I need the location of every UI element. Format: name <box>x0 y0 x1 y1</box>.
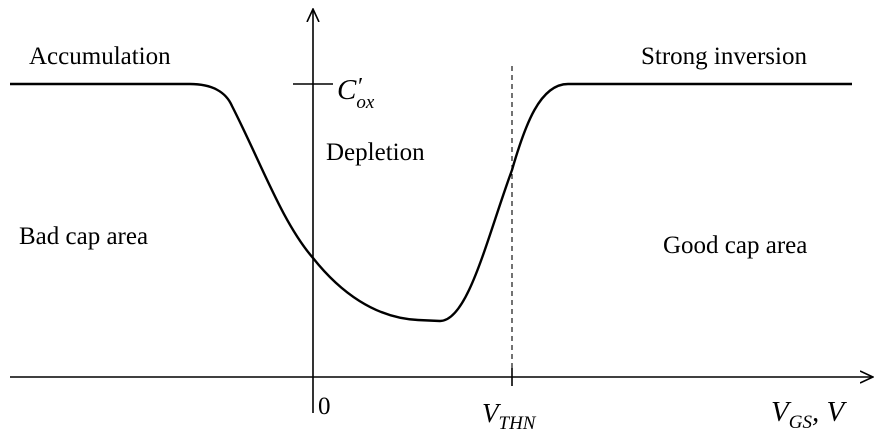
vthn-subscript: THN <box>498 413 536 434</box>
label-strong-inversion: Strong inversion <box>641 43 807 70</box>
label-vthn: VTHN <box>482 398 535 434</box>
label-depletion: Depletion <box>326 139 425 166</box>
label-x-axis: VGS, V <box>771 396 845 433</box>
xaxis-subscript: GS <box>788 412 812 433</box>
label-accumulation: Accumulation <box>29 43 171 70</box>
label-good-cap-area: Good cap area <box>663 232 808 259</box>
cox-prime: ′ <box>358 74 364 100</box>
cv-curve <box>10 82 852 323</box>
label-bad-cap-area: Bad cap area <box>19 223 149 250</box>
cox-main: C <box>337 74 357 106</box>
cox-subscript: ox <box>356 92 375 113</box>
xaxis-main: V <box>771 396 789 428</box>
vthn-main: V <box>482 398 499 428</box>
xaxis-unit: , V <box>811 396 845 428</box>
label-cox: Cox <box>337 74 374 113</box>
label-origin: 0 <box>318 393 331 420</box>
